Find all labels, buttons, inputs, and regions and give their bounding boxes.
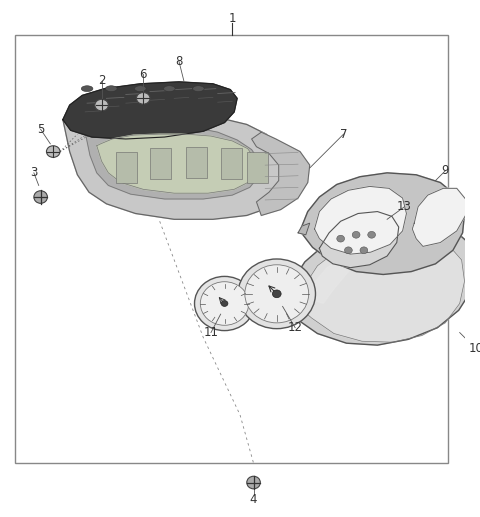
Polygon shape <box>63 113 292 219</box>
Ellipse shape <box>34 191 48 203</box>
Ellipse shape <box>345 247 352 254</box>
Ellipse shape <box>81 86 93 92</box>
Ellipse shape <box>47 146 60 157</box>
Ellipse shape <box>200 282 249 325</box>
Polygon shape <box>298 223 310 235</box>
Text: 8: 8 <box>175 55 183 68</box>
Polygon shape <box>319 211 399 268</box>
Polygon shape <box>63 82 237 139</box>
Text: 7: 7 <box>340 128 348 141</box>
Text: 10: 10 <box>468 342 480 356</box>
Ellipse shape <box>194 277 254 330</box>
Text: 9: 9 <box>442 164 449 177</box>
Ellipse shape <box>352 232 360 238</box>
Text: 13: 13 <box>397 200 412 213</box>
Polygon shape <box>310 251 364 303</box>
Ellipse shape <box>136 93 150 104</box>
Text: 5: 5 <box>37 123 44 136</box>
Polygon shape <box>283 221 476 345</box>
FancyBboxPatch shape <box>186 147 207 178</box>
Ellipse shape <box>247 476 260 489</box>
Ellipse shape <box>134 86 146 92</box>
Ellipse shape <box>106 86 117 92</box>
Ellipse shape <box>221 300 228 307</box>
FancyBboxPatch shape <box>150 148 171 179</box>
Polygon shape <box>300 173 465 275</box>
FancyBboxPatch shape <box>247 151 268 183</box>
Ellipse shape <box>238 259 315 329</box>
Ellipse shape <box>360 247 368 254</box>
Ellipse shape <box>192 86 204 92</box>
Ellipse shape <box>273 290 281 298</box>
Text: 11: 11 <box>204 326 218 339</box>
Ellipse shape <box>337 235 345 242</box>
Polygon shape <box>97 134 255 193</box>
Text: 3: 3 <box>30 166 37 179</box>
FancyBboxPatch shape <box>116 151 137 183</box>
Ellipse shape <box>245 265 309 323</box>
Text: 2: 2 <box>98 74 106 87</box>
Polygon shape <box>85 126 259 199</box>
Ellipse shape <box>164 86 175 92</box>
Polygon shape <box>314 187 407 254</box>
Polygon shape <box>252 132 310 216</box>
Text: 4: 4 <box>250 493 257 507</box>
Text: 12: 12 <box>288 321 303 334</box>
Ellipse shape <box>95 99 108 111</box>
FancyBboxPatch shape <box>221 148 242 179</box>
Polygon shape <box>412 188 466 247</box>
Ellipse shape <box>368 232 375 238</box>
Polygon shape <box>298 234 465 342</box>
Text: 1: 1 <box>228 12 236 25</box>
Bar <box>14 36 448 463</box>
Text: 6: 6 <box>140 68 147 81</box>
